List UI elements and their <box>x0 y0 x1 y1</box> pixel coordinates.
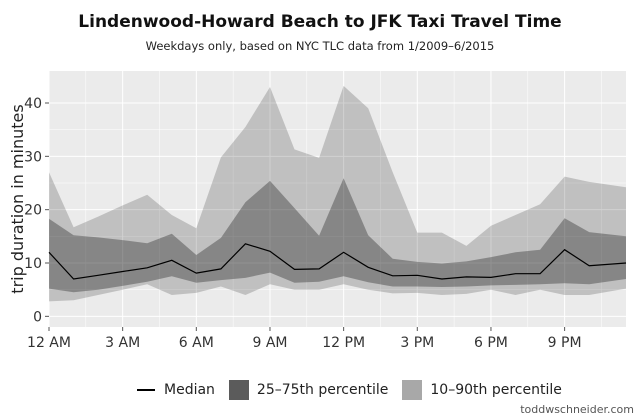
credit-text: toddwschneider.com <box>520 403 634 416</box>
legend-item-iqr: 25–75th percentile <box>228 380 389 400</box>
legend-iqr-label: 25–75th percentile <box>256 382 389 398</box>
x-tick-label: 6 AM <box>179 335 214 351</box>
median-line <box>48 243 627 280</box>
x-tick-label: 12 AM <box>27 335 71 351</box>
legend: Median 25–75th percentile 10–90th percen… <box>136 380 576 400</box>
x-tick-label: 9 PM <box>548 335 582 351</box>
y-tick-label: 0 <box>33 309 42 325</box>
y-tick-label: 20 <box>24 203 42 219</box>
x-tick-label: 6 PM <box>474 335 508 351</box>
legend-p1090-swatch <box>402 380 423 400</box>
y-tick-label: 40 <box>24 96 42 112</box>
plot-panel <box>49 71 626 327</box>
band-25-75-percentile <box>49 178 626 293</box>
chart-title: Lindenwood-Howard Beach to JFK Taxi Trav… <box>78 12 562 32</box>
y-tick-label: 10 <box>24 256 42 272</box>
legend-median-label: Median <box>164 382 215 398</box>
x-tick-label: 3 PM <box>400 335 434 351</box>
legend-median-swatch <box>136 380 156 400</box>
x-tick-label: 9 AM <box>252 335 287 351</box>
y-tick-label: 30 <box>24 149 42 165</box>
legend-p1090-label: 10–90th percentile <box>430 382 562 398</box>
x-tick-label: 12 PM <box>322 335 365 351</box>
x-tick-label: 3 AM <box>105 335 140 351</box>
y-axis-title: trip duration in minutes <box>8 104 27 293</box>
legend-item-p1090: 10–90th percentile <box>402 380 562 400</box>
legend-item-median: Median <box>136 380 215 400</box>
band-10-90-percentile <box>49 85 626 302</box>
chart-subtitle: Weekdays only, based on NYC TLC data fro… <box>145 39 495 53</box>
legend-iqr-swatch <box>228 380 249 400</box>
